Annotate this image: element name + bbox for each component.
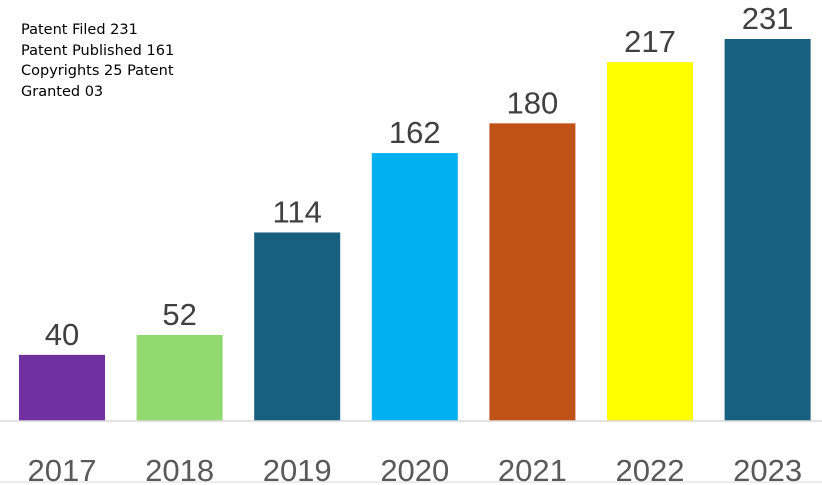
category-labels-group: 2017 2018 2019 2020 2021 2022 2023 xyxy=(28,453,803,485)
x-tick-label-2021: 2021 xyxy=(498,453,567,485)
annotation-text: Patent Filed 231 Patent Published 161 Co… xyxy=(21,20,221,102)
bar-2017 xyxy=(19,354,105,421)
x-tick-label-2020: 2020 xyxy=(380,453,449,485)
value-labels-group: 40 52 114 162 180 217 231 xyxy=(45,1,794,352)
bar-2018 xyxy=(136,335,223,421)
x-tick-label-2018: 2018 xyxy=(145,453,214,485)
bar-2022 xyxy=(607,62,693,421)
data-label-2021: 180 xyxy=(507,85,559,120)
x-tick-label-2019: 2019 xyxy=(263,453,332,485)
x-tick-label-2023: 2023 xyxy=(733,453,802,485)
annotation-line: Copyrights 25 Patent xyxy=(21,63,174,79)
bar-2021 xyxy=(489,123,576,422)
data-label-2023: 231 xyxy=(742,1,794,36)
bar-2019 xyxy=(254,232,341,421)
data-label-2018: 52 xyxy=(162,297,196,332)
bar-2020 xyxy=(371,153,458,422)
bar-2023 xyxy=(724,39,811,421)
x-tick-label-2017: 2017 xyxy=(28,453,97,485)
data-label-2017: 40 xyxy=(45,317,79,352)
x-tick-label-2022: 2022 xyxy=(616,453,685,485)
data-label-2020: 162 xyxy=(389,115,441,150)
annotation-line: Patent Filed 231 xyxy=(21,22,138,38)
annotation-line: Patent Published 161 xyxy=(21,42,175,59)
data-label-2019: 114 xyxy=(272,194,321,229)
bars-group xyxy=(19,39,811,422)
annotation-line: Granted 03 xyxy=(21,83,104,100)
data-label-2022: 217 xyxy=(624,24,676,59)
